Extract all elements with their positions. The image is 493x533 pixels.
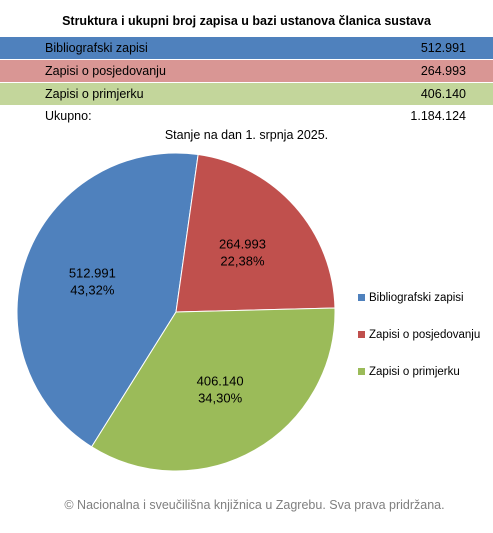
legend-swatch [358,368,365,375]
chart-legend: Bibliografski zapisi Zapisi o posjedovan… [358,279,480,390]
legend-label: Zapisi o primjerku [369,365,460,378]
slice-value-label: 512.991 [69,266,116,281]
slice-percent-label: 34,30% [198,390,243,405]
summary-table: Bibliografski zapisi 512.991 Zapisi o po… [0,37,493,127]
row-label: Bibliografski zapisi [45,41,148,55]
row-value: 406.140 [420,87,466,101]
row-label: Zapisi o posjedovanju [45,64,166,78]
total-label: Ukupno: [45,109,92,123]
total-value: 1.184.124 [410,109,466,123]
legend-swatch [358,331,365,338]
table-row: Bibliografski zapisi 512.991 [0,37,493,59]
pie-slice [16,152,199,448]
legend-label: Zapisi o posjedovanju [369,328,481,341]
legend-label: Bibliografski zapisi [369,291,464,304]
slice-percent-label: 22,38% [220,254,265,269]
legend-item: Zapisi o posjedovanju [358,316,480,353]
table-row: Zapisi o primjerku 406.140 [0,83,493,105]
table-row-total: Ukupno: 1.184.124 [0,105,493,127]
slice-value-label: 264.993 [219,237,266,252]
row-value: 264.993 [420,64,466,78]
slice-percent-label: 43,32% [70,283,115,298]
row-label: Zapisi o primjerku [45,87,144,101]
pie-slice [175,153,336,313]
legend-item: Zapisi o primjerku [358,353,480,390]
slice-value-label: 406.140 [197,373,244,388]
copyright-footer: © Nacionalna i sveučilišna knjižnica u Z… [64,498,445,512]
table-row: Zapisi o posjedovanju 264.993 [0,60,493,82]
pie-slice [90,307,336,472]
chart-subtitle: Stanje na dan 1. srpnja 2025. [164,128,329,142]
row-value: 512.991 [420,41,466,55]
legend-item: Bibliografski zapisi [358,279,480,316]
legend-swatch [358,294,365,301]
table-title: Struktura i ukupni broj zapisa u bazi us… [62,14,431,28]
